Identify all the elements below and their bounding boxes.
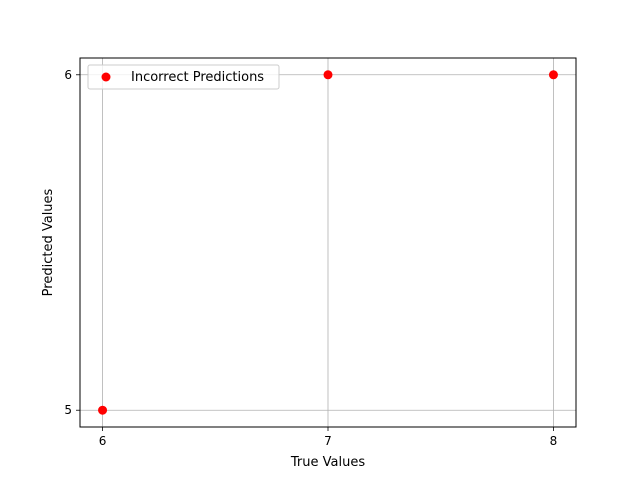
x-tick-label: 7 xyxy=(324,434,332,448)
legend-box xyxy=(87,64,280,90)
data-point xyxy=(548,70,558,80)
data-point xyxy=(98,405,108,415)
x-axis-label: True Values xyxy=(290,455,365,470)
legend: Incorrect Predictions xyxy=(87,64,280,90)
axis-ticks: 6 7 8 5 6 xyxy=(64,68,557,448)
y-tick-label: 5 xyxy=(64,403,72,417)
data-point xyxy=(323,70,333,80)
x-tick-label: 8 xyxy=(550,434,558,448)
x-tick-label: 6 xyxy=(99,434,107,448)
y-axis-label: Predicted Values xyxy=(41,188,56,296)
legend-marker xyxy=(101,72,111,82)
y-tick-label: 6 xyxy=(64,68,72,82)
data-points xyxy=(98,70,558,415)
legend-label: Incorrect Predictions xyxy=(131,70,264,85)
grid-lines xyxy=(80,58,576,427)
